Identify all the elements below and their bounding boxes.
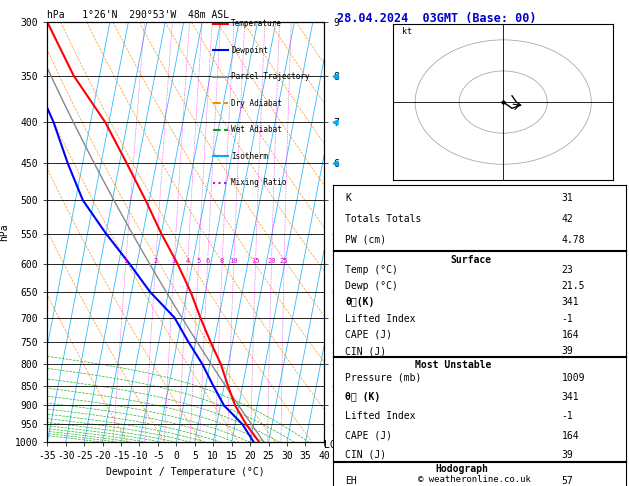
Text: K: K: [345, 193, 351, 203]
Text: 20: 20: [267, 258, 276, 264]
Text: Mixing Ratio: Mixing Ratio: [231, 178, 287, 188]
Text: 31: 31: [562, 193, 573, 203]
Text: -1: -1: [562, 313, 573, 324]
Text: Most Unstable: Most Unstable: [415, 360, 492, 370]
Text: CIN (J): CIN (J): [345, 346, 386, 356]
Text: 341: 341: [562, 297, 579, 308]
Text: 39: 39: [562, 450, 573, 460]
Text: Hodograph: Hodograph: [436, 464, 489, 473]
Text: Temp (°C): Temp (°C): [345, 265, 398, 275]
Text: kt: kt: [402, 27, 412, 35]
Y-axis label: km
ASL: km ASL: [353, 223, 375, 241]
Text: 4.78: 4.78: [562, 235, 585, 245]
Text: 5: 5: [196, 258, 201, 264]
Text: θᴇ(K): θᴇ(K): [345, 297, 374, 308]
Y-axis label: hPa: hPa: [0, 223, 9, 241]
Text: Isotherm: Isotherm: [231, 152, 268, 161]
Text: 4: 4: [186, 258, 190, 264]
Text: 25: 25: [280, 258, 288, 264]
Text: -1: -1: [562, 411, 573, 421]
Text: CIN (J): CIN (J): [345, 450, 386, 460]
Text: Dry Adiabat: Dry Adiabat: [231, 99, 282, 108]
Text: PW (cm): PW (cm): [345, 235, 386, 245]
Text: Parcel Trajectory: Parcel Trajectory: [231, 72, 310, 82]
Text: 21.5: 21.5: [562, 281, 585, 291]
Text: 1: 1: [123, 258, 128, 264]
Text: © weatheronline.co.uk: © weatheronline.co.uk: [418, 474, 532, 484]
Text: Lifted Index: Lifted Index: [345, 411, 416, 421]
Text: Pressure (mb): Pressure (mb): [345, 373, 421, 382]
Text: 39: 39: [562, 346, 573, 356]
Text: 1009: 1009: [562, 373, 585, 382]
Text: EH: EH: [345, 476, 357, 486]
Text: Dewp (°C): Dewp (°C): [345, 281, 398, 291]
Text: 341: 341: [562, 392, 579, 402]
Text: 28.04.2024  03GMT (Base: 00): 28.04.2024 03GMT (Base: 00): [337, 12, 536, 25]
Text: Wet Adiabat: Wet Adiabat: [231, 125, 282, 135]
Text: Totals Totals: Totals Totals: [345, 214, 421, 224]
Text: CAPE (J): CAPE (J): [345, 431, 392, 441]
Text: 42: 42: [562, 214, 573, 224]
Text: CAPE (J): CAPE (J): [345, 330, 392, 340]
Text: 15: 15: [251, 258, 260, 264]
Text: LCL: LCL: [325, 440, 342, 451]
X-axis label: Dewpoint / Temperature (°C): Dewpoint / Temperature (°C): [106, 467, 265, 477]
Text: Temperature: Temperature: [231, 19, 282, 29]
Text: 8: 8: [220, 258, 225, 264]
Text: 6: 6: [206, 258, 209, 264]
Text: 164: 164: [562, 330, 579, 340]
Text: Dewpoint: Dewpoint: [231, 46, 268, 55]
Text: Surface: Surface: [450, 255, 491, 264]
Text: 23: 23: [562, 265, 573, 275]
Text: 3: 3: [172, 258, 176, 264]
Text: Lifted Index: Lifted Index: [345, 313, 416, 324]
Text: 2: 2: [153, 258, 158, 264]
Text: 57: 57: [562, 476, 573, 486]
Text: hPa   1°26'N  290°53'W  48m ASL: hPa 1°26'N 290°53'W 48m ASL: [47, 10, 230, 20]
Text: 164: 164: [562, 431, 579, 441]
Text: 10: 10: [230, 258, 238, 264]
Text: θᴇ (K): θᴇ (K): [345, 392, 381, 402]
